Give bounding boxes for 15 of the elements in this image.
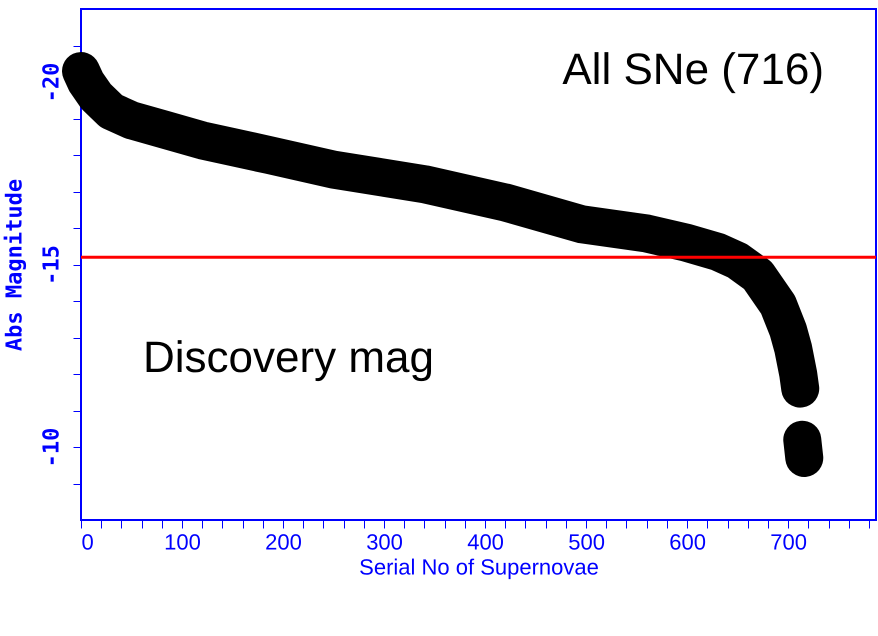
x-tick-label: 100 — [164, 530, 201, 554]
x-tick-label: 300 — [366, 530, 403, 554]
x-tick-label: 700 — [770, 530, 807, 554]
y-axis-title: Abs Magnitude — [2, 178, 28, 352]
x-tick-label: 400 — [467, 530, 504, 554]
y-tick-label: -10 — [40, 428, 64, 468]
y-tick-label: -15 — [40, 245, 64, 285]
x-tick-label: 600 — [669, 530, 706, 554]
y-tick-label: -20 — [40, 62, 64, 102]
x-tick-label: 200 — [265, 530, 302, 554]
annotation: Discovery mag — [143, 333, 434, 382]
x-tick-label: 500 — [568, 530, 605, 554]
annotation: All SNe (716) — [562, 45, 824, 94]
x-axis-title: Serial No of Supernovae — [359, 554, 599, 580]
x-tick-label: 0 — [82, 530, 94, 554]
